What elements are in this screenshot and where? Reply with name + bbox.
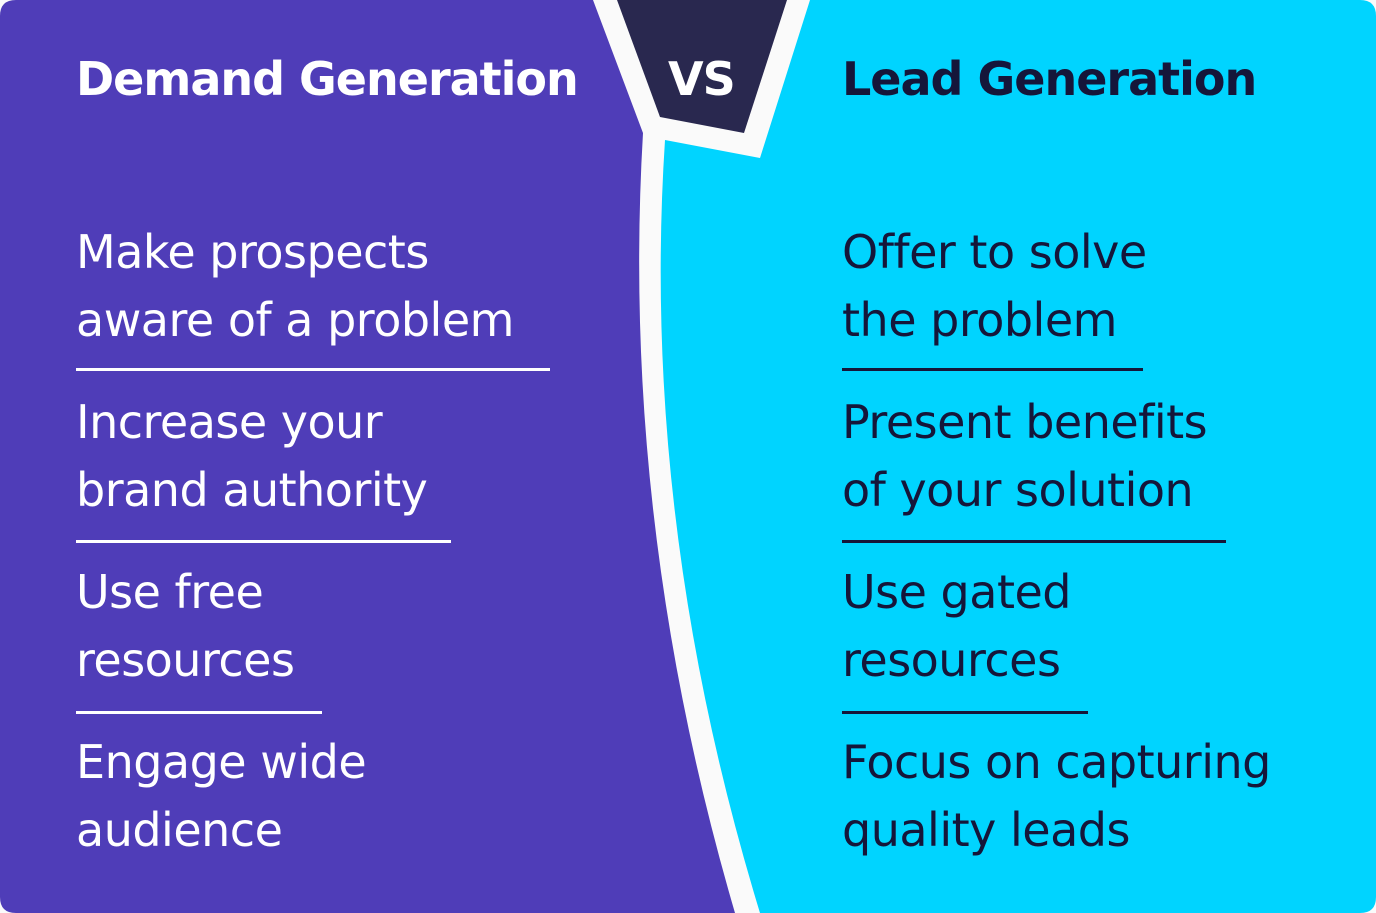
vs-label: VS	[668, 52, 736, 106]
lead-item: Offer to solve the problem	[842, 225, 1147, 347]
demand-item: Use free resources	[76, 565, 295, 687]
lead-item: Use gated resources	[842, 565, 1071, 687]
divider	[842, 540, 1226, 543]
lead-item: Present benefits of your solution	[842, 395, 1208, 517]
demand-title: Demand Generation	[76, 52, 579, 106]
vs-badge	[617, 0, 787, 133]
demand-panel	[0, 0, 735, 913]
divider	[842, 711, 1088, 714]
divider	[76, 540, 451, 543]
lead-item: Focus on capturing quality leads	[842, 735, 1271, 857]
divider	[842, 368, 1143, 371]
demand-item: Engage wide audience	[76, 735, 367, 857]
lead-panel	[660, 0, 1376, 913]
lead-title: Lead Generation	[842, 52, 1257, 106]
demand-item: Increase your brand authority	[76, 395, 428, 517]
divider	[76, 711, 322, 714]
divider	[76, 368, 550, 371]
demand-item: Make prospects aware of a problem	[76, 225, 514, 347]
